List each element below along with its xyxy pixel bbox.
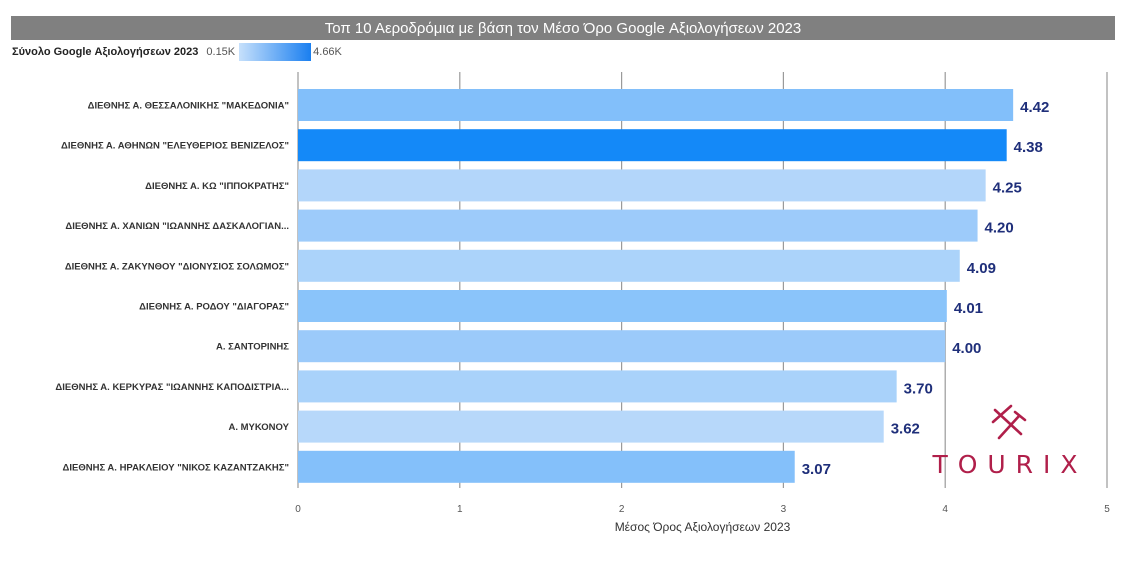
category-label: ΔΙΕΘΝΗΣ Α. ΘΕΣΣΑΛΟΝΙΚΗΣ "ΜΑΚΕΔΟΝΙΑ": [88, 101, 289, 112]
data-label: 4.20: [985, 220, 1014, 237]
category-label: ΔΙΕΘΝΗΣ Α. ΡΟΔΟΥ "ΔΙΑΓΟΡΑΣ": [139, 302, 289, 313]
x-axis-title: Μέσος Όρος Αξιολογήσεων 2023: [615, 520, 791, 534]
bar[interactable]: [298, 89, 1014, 121]
color-legend-gradient: [239, 43, 312, 61]
color-legend-min: 0.15K: [206, 46, 236, 58]
data-label: 4.42: [1020, 99, 1049, 116]
color-legend-label: Σύνολο Google Αξιολογήσεων 2023: [12, 46, 199, 58]
bar[interactable]: [298, 410, 884, 443]
bar[interactable]: [298, 370, 897, 403]
category-label: ΔΙΕΘΝΗΣ Α. ΗΡΑΚΛΕΙΟΥ "ΝΙΚΟΣ ΚΑΖΑΝΤΖΑΚΗΣ": [63, 462, 289, 473]
data-label: 4.25: [993, 179, 1022, 196]
x-tick-label: 5: [1104, 504, 1110, 515]
category-label: ΔΙΕΘΝΗΣ Α. ΑΘΗΝΩΝ "ΕΛΕΥΘΕΡΙΟΣ ΒΕΝΙΖΕΛΟΣ": [61, 141, 289, 152]
category-label: ΔΙΕΘΝΗΣ Α. ΧΑΝΙΩΝ "ΙΩΑΝΝΗΣ ΔΑΣΚΑΛΟΓΙΑΝ..…: [65, 221, 289, 232]
category-label: ΔΙΕΘΝΗΣ Α. ΚΩ "ΙΠΠΟΚΡΑΤΗΣ": [145, 181, 289, 192]
data-label: 3.70: [904, 380, 933, 397]
bar[interactable]: [298, 209, 978, 242]
x-tick-label: 0: [295, 504, 301, 515]
logo-mark-icon: [991, 404, 1027, 440]
color-legend: Σύνολο Google Αξιολογήσεων 2023 0.15K 4.…: [12, 41, 342, 63]
x-tick-label: 2: [619, 504, 625, 515]
bars: [298, 89, 1014, 483]
bar[interactable]: [298, 330, 946, 363]
category-label: Α. ΣΑΝΤΟΡΙΝΗΣ: [216, 342, 289, 353]
data-label: 4.09: [967, 260, 996, 277]
x-tick-label: 3: [781, 504, 787, 515]
bar[interactable]: [298, 169, 986, 202]
data-label: 4.01: [954, 300, 983, 317]
bar[interactable]: [298, 290, 947, 322]
category-label: ΔΙΕΘΝΗΣ Α. ΚΕΡΚΥΡΑΣ "ΙΩΑΝΝΗΣ ΚΑΠΟΔΙΣΤΡΙΑ…: [55, 382, 289, 393]
labels: 0 1 2 3 4 5 ΔΙΕΘΝΗΣ Α. ΘΕΣΣΑΛΟΝΙΚΗΣ "ΜΑΚΕΔΟΝΙΑ…: [55, 99, 1110, 515]
data-label: 4.38: [1014, 139, 1043, 156]
data-label: 3.07: [802, 461, 831, 478]
bar[interactable]: [298, 249, 960, 282]
chart-title: Τοπ 10 Αεροδρόμια με βάση τον Μέσο Όρο G…: [11, 16, 1115, 40]
logo-text: TOURIX: [932, 450, 1088, 479]
category-label: ΔΙΕΘΝΗΣ Α. ΖΑΚΥΝΘΟΥ "ΔΙΟΝΥΣΙΟΣ ΣΟΛΩΜΟΣ": [65, 261, 289, 272]
data-label: 4.00: [952, 340, 981, 357]
bar[interactable]: [298, 450, 795, 483]
bar[interactable]: [298, 129, 1007, 162]
x-tick-label: 1: [457, 504, 463, 515]
category-label: Α. ΜΥΚΟΝΟΥ: [228, 422, 289, 433]
tourix-logo: TOURIX: [915, 402, 1105, 482]
x-tick-label: 4: [942, 504, 948, 515]
color-legend-max: 4.66K: [313, 46, 342, 58]
data-label: 3.62: [891, 421, 920, 438]
